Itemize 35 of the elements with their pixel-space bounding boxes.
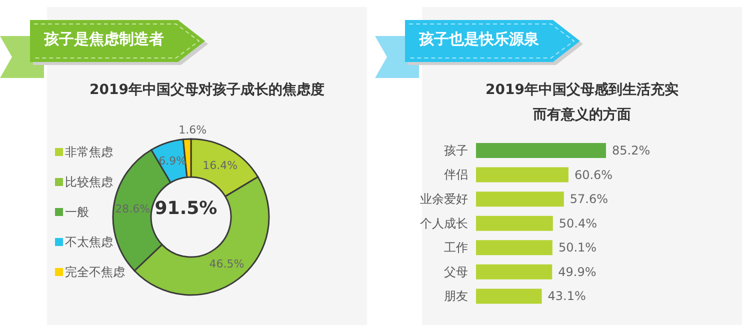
data-label: 16.4%: [202, 159, 238, 172]
data-label: 1.6%: [178, 124, 207, 137]
y-tick-label: 伴侣: [444, 168, 468, 182]
chart-subtitle: 2019年中国父母感到生活充实而有意义的方面: [484, 80, 680, 125]
legend-label: 完全不焦虑: [65, 264, 125, 280]
data-label: 49.9%: [558, 264, 596, 279]
chart-title: 孩子也是快乐源泉: [419, 30, 539, 49]
legend-label: 比较焦虑: [65, 174, 113, 190]
bar: [476, 240, 552, 256]
y-tick-label: 工作: [444, 240, 468, 255]
data-label: 43.1%: [548, 289, 586, 304]
data-label: 50.4%: [558, 216, 598, 230]
bar: [476, 192, 564, 207]
y-tick-label: 个人成长: [420, 216, 468, 230]
y-tick-label: 孩子: [444, 143, 468, 158]
data-label: 57.6%: [570, 192, 608, 206]
chart-title: 孩子是焦虑制造者: [44, 30, 164, 49]
data-label: 60.6%: [574, 168, 613, 182]
text: 91.5%: [154, 198, 218, 219]
y-tick-label: 父母: [444, 264, 468, 279]
bar: [476, 288, 542, 304]
legend-label: 一般: [65, 204, 89, 220]
legend-label: 非常焦虑: [65, 144, 113, 160]
bar: [476, 143, 606, 158]
data-label: 85.2%: [612, 144, 650, 158]
chart-subtitle: 2019年中国父母对孩子成长的焦虑度: [88, 80, 326, 100]
data-label: 50.1%: [558, 240, 597, 255]
data-label: 28.6%: [115, 202, 150, 216]
bar: [476, 216, 553, 231]
y-tick-label: 业余爱好: [420, 192, 468, 206]
bar: [476, 264, 552, 280]
bar: [476, 167, 568, 182]
data-label: 46.5%: [209, 257, 244, 270]
y-tick-label: 朋友: [444, 289, 468, 304]
legend-label: 不太焦虑: [65, 234, 113, 250]
